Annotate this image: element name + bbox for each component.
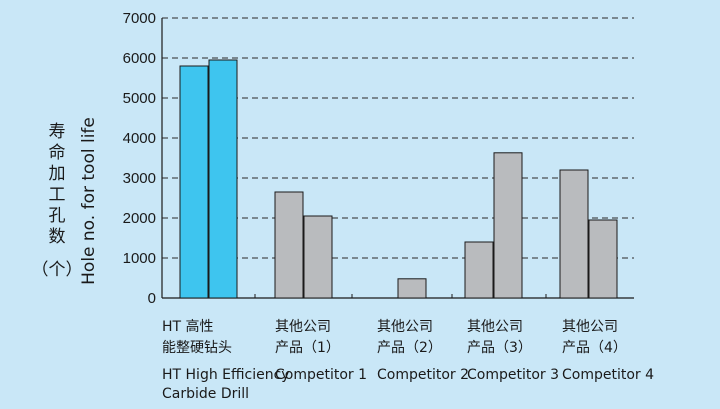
bar [397,278,427,299]
bar [179,65,209,299]
y-tick-label: 5000 [123,90,156,107]
category-label-en-line1: Competitor 4 [562,367,654,383]
bar [208,59,238,299]
y-tick-label: 1000 [123,250,156,267]
y-axis-label-cn-char: 孔 [49,206,66,226]
y-axis-label-en: Hole no. for tool life [79,117,99,285]
bar [464,241,494,299]
y-tick-label: 4000 [123,130,156,147]
y-tick-label: 7000 [123,10,156,27]
category-label-cn-line1: 其他公司 [467,319,523,335]
y-axis-label-cn-char: 加 [49,164,66,184]
category-label-en-line1: Competitor 2 [377,367,469,383]
bar [303,215,333,299]
y-axis-label-cn-char: 数 [49,227,66,247]
y-axis-label-cn-char: 命 [49,143,66,163]
y-tick-label: 3000 [123,170,156,187]
category-label-cn-line2: 产品（2） [377,340,442,356]
y-axis-label-cn-char: 寿 [49,122,66,142]
y-tick-label: 6000 [123,50,156,67]
category-label-en-line1: HT High Efficiency [162,367,290,383]
category-label-cn-line2: 产品（4） [562,340,627,356]
category-label-en-line1: Competitor 1 [275,367,367,383]
y-tick-label: 0 [148,290,156,307]
y-axis-label-cn-char: 工 [49,185,66,205]
category-label-cn-line1: 其他公司 [562,319,618,335]
bar [274,191,304,299]
category-label-cn-line2: 产品（3） [467,340,532,356]
bar [588,219,618,299]
category-label-cn-line1: 其他公司 [275,319,331,335]
category-label-en-line1: Competitor 3 [467,367,559,383]
category-label-cn-line1: HT 高性 [162,318,214,335]
y-tick-label: 2000 [123,210,156,227]
y-axis-label-cn-unit: （个） [32,260,83,280]
bar [559,169,589,299]
category-label-en-line2: Carbide Drill [162,386,249,402]
category-label-cn-line1: 其他公司 [377,319,433,335]
category-label-cn-line2: 产品（1） [275,340,340,356]
category-label-cn-line2: 能整硬钻头 [162,340,232,356]
bar [493,152,523,299]
